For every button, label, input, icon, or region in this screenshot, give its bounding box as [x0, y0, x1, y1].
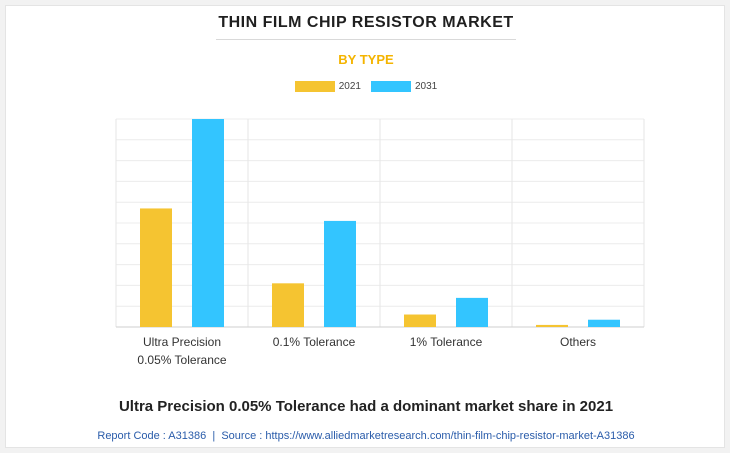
source-link[interactable]: Source : https://www.alliedmarketresearc…	[221, 430, 635, 442]
bar-2021-2	[404, 314, 436, 327]
report-code: Report Code : A31386	[97, 430, 207, 442]
legend-label-2031: 2031	[415, 81, 438, 92]
legend: 2021 2031	[6, 81, 726, 92]
legend-item-2021: 2021	[294, 81, 361, 92]
legend-label-2021: 2021	[338, 81, 361, 92]
bar-2031-2	[456, 297, 488, 327]
bar-2031-1	[324, 220, 356, 327]
footer-separator: |	[212, 430, 216, 442]
legend-item-2031: 2031	[371, 81, 437, 92]
chart-subtitle: BY TYPE	[338, 52, 394, 67]
bar-2031-3	[588, 319, 620, 327]
x-tick-label: 1% Tolerance	[410, 335, 483, 349]
x-tick-label: 0.1% Tolerance	[273, 335, 356, 349]
bar-2021-1	[272, 283, 304, 327]
legend-swatch-2021	[294, 81, 335, 92]
footer: Report Code : A31386 | Source : https://…	[6, 430, 726, 442]
bar-chart: Ultra Precision 0.05% Tolerance 0.1% Toler…	[115, 118, 645, 367]
headline: Ultra Precision 0.05% Tolerance had a do…	[118, 398, 614, 415]
chart-card: THIN FILM CHIP RESISTOR MARKET BY TYPE 2…	[5, 5, 725, 448]
title-divider	[216, 39, 516, 40]
bar-2031-0	[192, 119, 224, 327]
legend-swatch-2031	[371, 81, 411, 92]
chart-title: THIN FILM CHIP RESISTOR MARKET	[218, 14, 514, 31]
bar-2021-3	[536, 324, 568, 327]
bar-2021-0	[140, 208, 172, 327]
x-tick-label: Others	[560, 335, 596, 349]
x-tick-label: Ultra Precision 0.05% Tolerance	[137, 335, 227, 367]
